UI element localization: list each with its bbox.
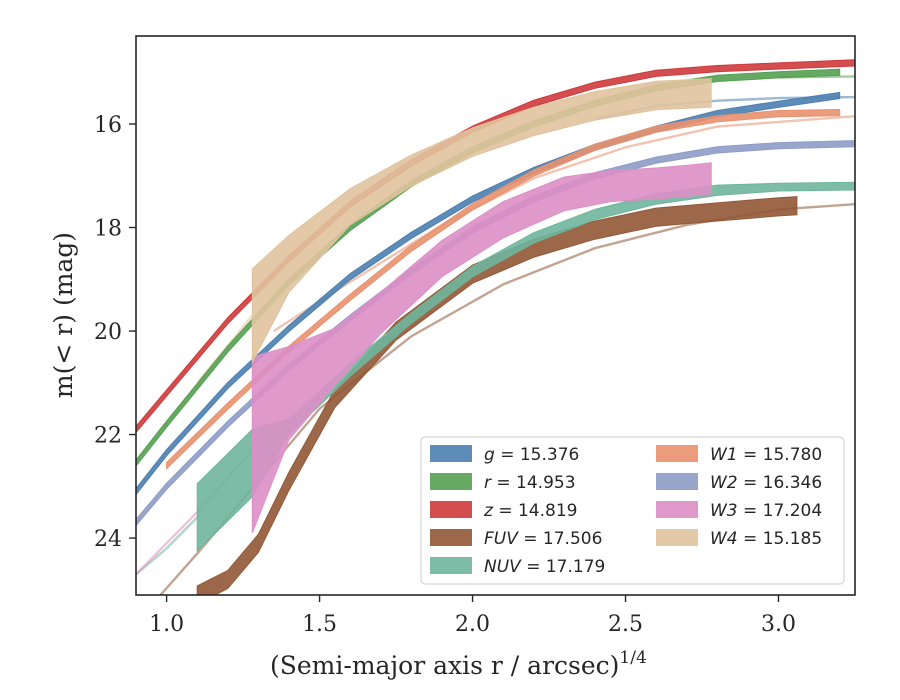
x-tick-label: 3.0 bbox=[761, 612, 796, 637]
series-w4-band bbox=[251, 78, 712, 363]
legend-swatch-r bbox=[430, 473, 472, 490]
legend-label-w2: W2 = 16.346 bbox=[710, 473, 822, 493]
legend-swatch-g bbox=[430, 445, 472, 462]
legend-label-w4: W4 = 15.185 bbox=[710, 529, 822, 549]
legend-label-w3: W3 = 17.204 bbox=[710, 501, 822, 521]
y-tick-label: 24 bbox=[94, 527, 122, 552]
series-layer bbox=[136, 59, 855, 595]
legend-swatch-z bbox=[430, 501, 472, 518]
series-w1-band bbox=[166, 108, 841, 470]
x-axis-title: (Semi-major axis r / arcsec)1/4 bbox=[270, 648, 647, 680]
series-nuv-extension-line bbox=[136, 516, 199, 576]
y-axis-title: m(< r) (mag) bbox=[49, 232, 78, 398]
legend-box bbox=[420, 436, 845, 585]
legend: g = 15.376 r = 14.953 z = 14.819 FUV = 17.5… bbox=[420, 436, 845, 585]
legend-swatch-w4 bbox=[656, 529, 698, 546]
legend-label-fuv: FUV = 17.506 bbox=[484, 529, 602, 549]
series-nuv-band bbox=[196, 181, 855, 553]
x-tick-label: 2.0 bbox=[455, 612, 490, 637]
legend-swatch-fuv bbox=[430, 529, 472, 546]
tick-layer: 1.0 1.5 2.0 2.5 3.0 16 18 20 22 24 bbox=[94, 113, 796, 637]
x-tick-label: 1.5 bbox=[302, 612, 337, 637]
series-w1-extension-line bbox=[273, 115, 855, 333]
y-tick-label: 18 bbox=[94, 217, 122, 242]
legend-swatch-nuv bbox=[430, 557, 472, 574]
x-axis-title-main: (Semi-major axis r / arcsec) bbox=[270, 651, 619, 680]
legend-label-g: g = 15.376 bbox=[484, 445, 579, 465]
legend-swatch-w1 bbox=[656, 445, 698, 462]
legend-label-w1: W1 = 15.780 bbox=[710, 445, 822, 465]
legend-swatch-w2 bbox=[656, 473, 698, 490]
y-tick-label: 22 bbox=[94, 424, 122, 449]
x-tick-label: 2.5 bbox=[608, 612, 643, 637]
y-tick-label: 20 bbox=[94, 320, 122, 345]
legend-swatch-w3 bbox=[656, 501, 698, 518]
y-tick-label: 16 bbox=[94, 113, 122, 138]
legend-label-z: z = 14.819 bbox=[483, 501, 577, 521]
series-g-band bbox=[136, 91, 841, 496]
series-w3-band bbox=[251, 162, 712, 534]
plot-frame bbox=[135, 35, 856, 596]
x-tick-label: 1.0 bbox=[149, 612, 184, 637]
legend-label-nuv: NUV = 17.179 bbox=[484, 557, 605, 577]
x-axis-title-exponent: 1/4 bbox=[619, 648, 646, 668]
legend-label-r: r = 14.953 bbox=[484, 473, 576, 493]
